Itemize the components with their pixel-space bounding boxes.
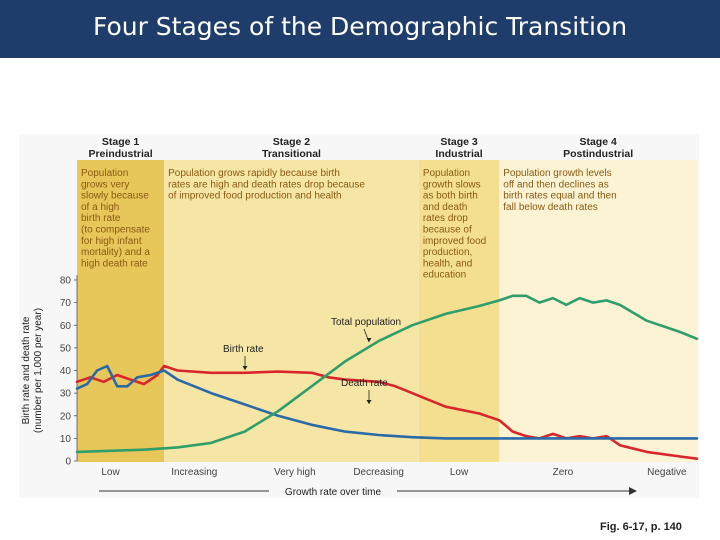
death-rate-line [75,364,699,440]
stage-4-description-line: off and then declines as [503,179,608,190]
stage-3-description-line: because of [423,225,472,236]
y-tick-label: 20 [60,411,72,422]
x-tick-label: Low [101,467,120,478]
x-tick-label: Decreasing [353,467,404,478]
stage-1-description-line: slowly because [81,191,149,202]
stage-2-description-line: of improved food production and health [168,191,341,202]
y-tick-label: 70 [60,298,72,309]
stage-4-subtitle: Postindustrial [563,148,633,160]
stage-4-description-line: Population growth levels [503,168,611,179]
x-axis-arrowhead [629,487,637,495]
chart-figure: Stage 1 Preindustrial Stage 2 Transitional S… [19,134,699,498]
stage-1-subtitle: Preindustrial [88,148,152,160]
death-rate-annotation: Death rate [341,378,388,389]
stage-1-description-line: (to compensate [81,225,150,236]
x-tick-label: Increasing [171,467,217,478]
stage-3-description-line: as both birth [423,191,478,202]
x-tick-label: Zero [553,467,574,478]
x-tick-label: Low [450,467,469,478]
stage-3-subtitle: Industrial [435,148,482,160]
figure-reference: Fig. 6-17, p. 140 [600,521,682,533]
stage-1-description-line: Population [81,168,128,179]
stage-1-description-line: high death rate [81,258,148,269]
stage-3-description-line: rates drop [423,213,468,224]
x-tick-label: Negative [647,467,687,478]
birth-rate-leader-arrow [242,366,248,370]
stage-3-description-line: health, and [423,258,473,269]
y-tick-label: 60 [60,321,72,332]
stage-1-name: Stage 1 [102,136,140,148]
stage-3-description-line: improved food [423,236,486,247]
stage-1-description-line: birth rate [81,213,121,224]
stage-2-description-line: Population grows rapidly because birth [168,168,340,179]
y-tick-label: 0 [65,457,71,468]
y-tick-label: 10 [60,434,72,445]
stage-1-band [77,160,165,462]
stage-4-band [499,160,697,462]
slide-title: Four Stages of the Demographic Transitio… [92,12,628,41]
stage-2-band [164,160,419,462]
stage-3-name: Stage 3 [440,136,478,148]
stage-2-subtitle: Transitional [262,148,321,160]
birth-rate-annotation: Birth rate [223,344,264,355]
x-axis-title: Growth rate over time [285,487,382,498]
y-tick-label: 80 [60,276,72,287]
y-axis-title-line2: (number per 1,000 per year) [33,308,44,433]
stage-1-description-line: for high infant [81,236,142,247]
total-population-annotation: Total population [331,317,401,328]
stage-1-description-line: mortality) and a [81,247,150,258]
y-axis-title-line1: Birth rate and death rate [21,316,32,424]
title-bar: Four Stages of the Demographic Transitio… [0,0,720,58]
stage-1-description-line: grows very [81,179,129,190]
stage-2-name: Stage 2 [273,136,311,148]
y-tick-label: 30 [60,389,72,400]
stage-4-name: Stage 4 [579,136,617,148]
stage-4-description-line: birth rates equal and then [503,191,616,202]
y-tick-label: 50 [60,343,72,354]
stage-3-description-line: production, [423,247,472,258]
total-population-line [75,294,699,454]
death-rate-leader-arrow [366,400,372,404]
stage-3-description-line: education [423,270,466,281]
stage-3-description-line: and death [423,202,468,213]
stage-3-description-line: Population [423,168,470,179]
total-population-leader-arrow [366,338,372,342]
stage-2-description-line: rates are high and death rates drop beca… [168,179,365,190]
stage-4-description-line: fall below death rates [503,202,598,213]
stage-3-description-line: growth slows [423,179,481,190]
stage-1-description-line: of a high [81,202,119,213]
y-tick-label: 40 [60,366,72,377]
x-tick-label: Very high [274,467,316,478]
